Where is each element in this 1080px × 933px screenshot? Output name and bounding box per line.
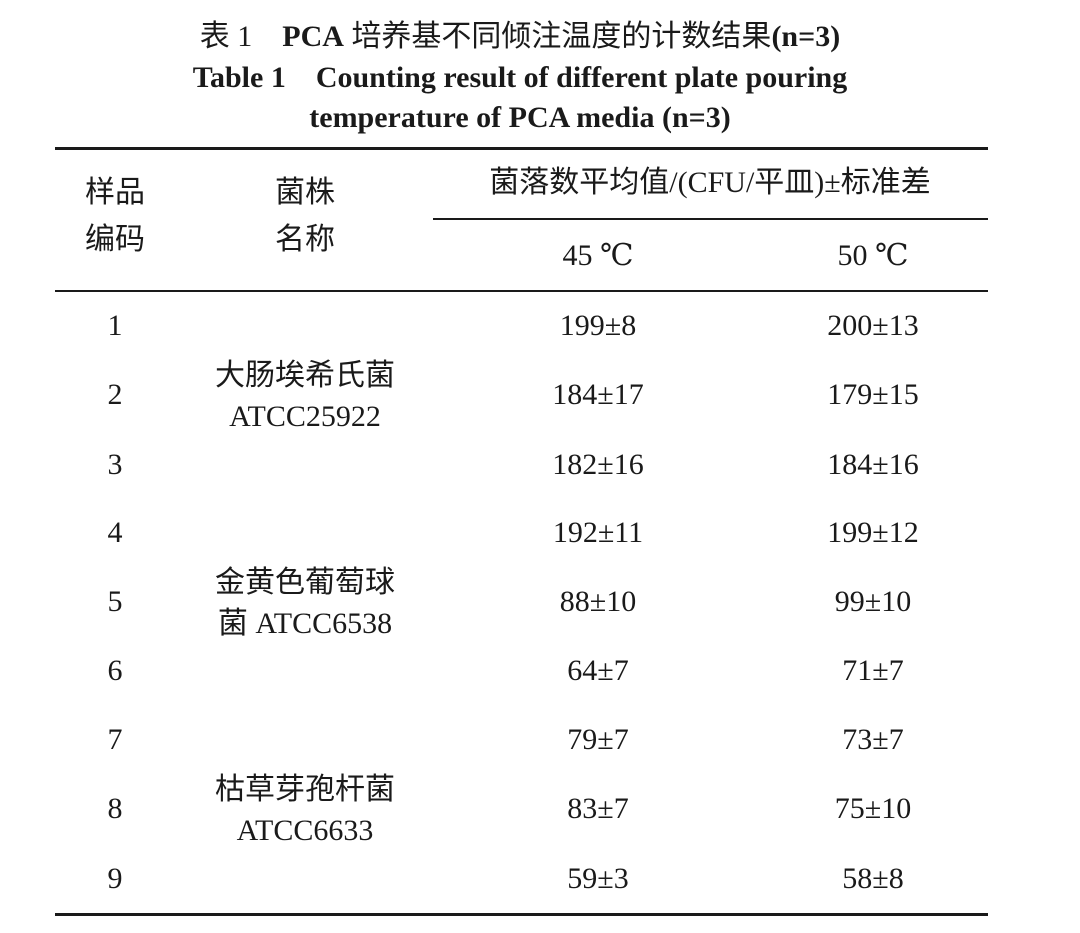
value-50c: 71±7 [842,654,904,687]
value-45c: 192±11 [552,516,644,549]
sample-code: 8 [107,792,123,825]
top-rule [55,147,988,150]
strain-name: 大肠埃希氏菌 [215,359,395,392]
sample-code: 9 [107,862,123,895]
value-50c: 200±13 [827,309,919,342]
strain-name: ATCC25922 [229,400,381,433]
value-50c: 99±10 [834,585,912,618]
value-45c: 79±7 [567,723,629,756]
header-50c: 50 ℃ [837,239,909,272]
strain-name: 枯草芽孢杆菌 [215,773,395,806]
value-45c: 182±16 [552,448,644,481]
value-50c: 179±15 [827,378,919,411]
bottom-rule [55,913,988,916]
title-chinese: 表 1 PCA 培养基不同倾注温度的计数结果(n=3) [0,19,1040,55]
value-45c: 184±17 [552,378,644,411]
strain-name: 金黄色葡萄球 [215,566,395,599]
sample-code: 2 [107,378,123,411]
title-text-cn: 培养基不同倾注温度的计数结果 [351,20,772,53]
value-45c: 59±3 [567,862,629,895]
value-50c: 75±10 [834,792,912,825]
header-rule [55,290,988,292]
value-50c: 199±12 [827,516,919,549]
title-n-cn: (n=3) [771,20,841,53]
header-45c: 45 ℃ [562,239,634,272]
sample-code: 4 [107,516,123,549]
value-45c: 199±8 [559,309,637,342]
sample-code: 5 [107,585,123,618]
sample-code: 6 [107,654,123,687]
title-english-line2: temperature of PCA media (n=3) [309,101,731,134]
table-label-cn: 表 1 [199,20,253,53]
header-strain-name-2: 名称 [275,223,335,256]
value-45c: 83±7 [567,792,629,825]
value-50c: 58±8 [842,862,904,895]
value-50c: 73±7 [842,723,904,756]
title-prefix: PCA [282,20,344,53]
strain-name: ATCC6633 [236,814,374,847]
sample-code: 3 [107,448,123,481]
header-sample-code-1: 样品 [85,176,145,209]
group-rule [433,218,988,220]
value-45c: 88±10 [559,585,637,618]
header-group: 菌落数平均值/(CFU/平皿)±标准差 [489,166,931,199]
sample-code: 7 [107,723,123,756]
header-sample-code-2: 编码 [85,223,145,256]
header-strain-name-1: 菌株 [275,176,335,209]
value-45c: 64±7 [567,654,629,687]
value-50c: 184±16 [827,448,919,481]
title-english-line1: Table 1 Counting result of different pla… [192,61,848,94]
strain-name: 菌 ATCC6538 [217,607,393,640]
sample-code: 1 [107,309,123,342]
